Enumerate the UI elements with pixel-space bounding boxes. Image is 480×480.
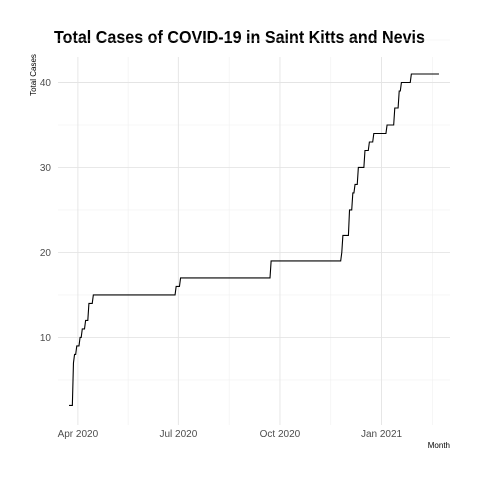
x-tick-label: Apr 2020	[58, 429, 99, 440]
y-tick-label: 10	[40, 333, 52, 344]
x-tick-label: Jan 2021	[361, 429, 403, 440]
series-layer	[69, 73, 439, 406]
x-tick-label: Jul 2020	[159, 429, 197, 440]
x-axis-title: Month	[428, 441, 450, 450]
chart-title: Total Cases of COVID-19 in Saint Kitts a…	[54, 27, 425, 47]
y-tick-label: 40	[40, 78, 52, 89]
y-tick-label: 20	[40, 248, 52, 259]
grid	[58, 39, 450, 425]
tick-labels: 10 20 30 40 Apr 2020 Jul 2020 Oct 2020 Jan 2021	[40, 78, 403, 440]
y-tick-label: 30	[40, 163, 52, 174]
series-line	[69, 73, 439, 406]
y-axis-title: Total Cases	[29, 54, 38, 96]
x-tick-label: Oct 2020	[260, 429, 301, 440]
